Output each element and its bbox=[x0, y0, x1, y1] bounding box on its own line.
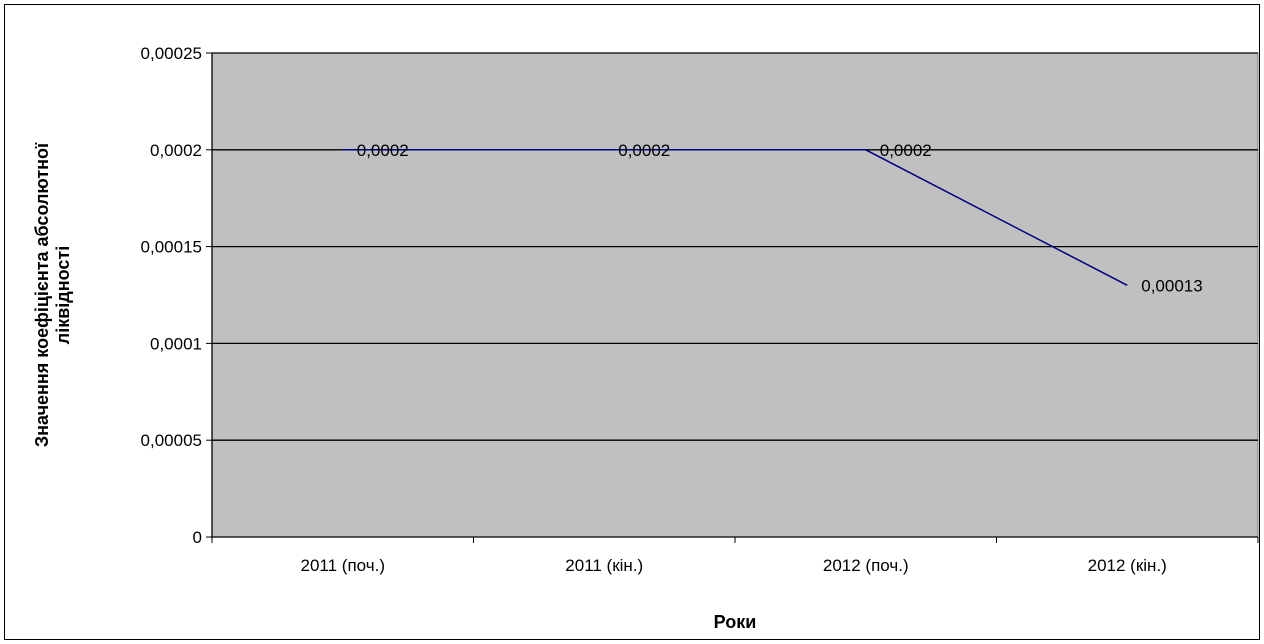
y-axis-title-line-2: ліквідності bbox=[53, 246, 73, 344]
gridlines bbox=[212, 52, 1258, 441]
x-tick-label: 2011 (поч.) bbox=[301, 556, 385, 575]
x-tick-label: 2012 (кін.) bbox=[1088, 556, 1167, 575]
y-tick-label: 0 bbox=[193, 528, 202, 547]
series-layer bbox=[342, 149, 1128, 286]
x-tick-label: 2012 (поч.) bbox=[823, 556, 909, 575]
y-tick-label: 0,00015 bbox=[141, 238, 202, 257]
data-labels: 0,0002 0,0002 0,0002 0,00013 bbox=[357, 141, 1203, 296]
axes bbox=[206, 52, 1259, 543]
chart-frame: 0 0,00005 0,0001 0,00015 0,0002 0,00025 2011 … bbox=[4, 4, 1260, 640]
y-tick-label: 0,00025 bbox=[141, 44, 202, 63]
y-tick-labels: 0 0,00005 0,0001 0,00015 0,0002 0,00025 bbox=[141, 44, 202, 547]
y-tick-label: 0,0001 bbox=[150, 334, 202, 353]
x-axis-title: Роки bbox=[714, 612, 757, 632]
data-label: 0,00013 bbox=[1141, 276, 1202, 295]
y-tick-label: 0,0002 bbox=[150, 141, 202, 160]
data-label: 0,0002 bbox=[357, 141, 409, 160]
series-line bbox=[342, 149, 1128, 286]
data-label: 0,0002 bbox=[880, 141, 932, 160]
y-tick-label: 0,00005 bbox=[141, 431, 202, 450]
x-tick-label: 2011 (кін.) bbox=[565, 556, 643, 575]
x-tick-labels: 2011 (поч.) 2011 (кін.) 2012 (поч.) 2012 (к… bbox=[301, 556, 1167, 575]
plot-area bbox=[211, 52, 1259, 538]
data-label: 0,0002 bbox=[618, 141, 670, 160]
y-axis-title-line-1: Значення коефіцієнта абсолютної bbox=[32, 142, 52, 447]
y-axis-title: Значення коефіцієнта абсолютної ліквідно… bbox=[32, 142, 73, 447]
